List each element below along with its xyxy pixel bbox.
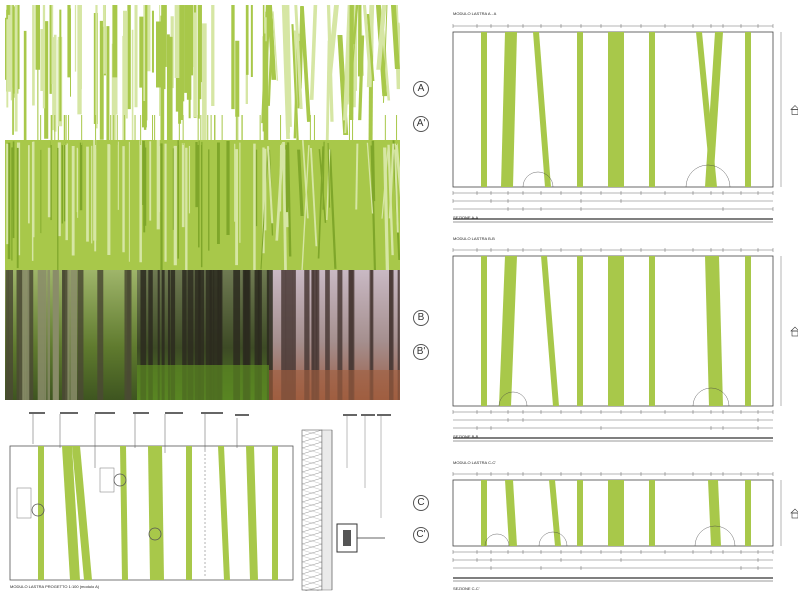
section-marker-b-prime: B' [413, 344, 429, 360]
panel-cc-drawing [452, 472, 798, 582]
panel-bb-title: MODULO LASTRA B-B [453, 236, 495, 241]
panel-aa-title: MODULO LASTRA A - A [453, 11, 497, 16]
panel-aa-section-title: SEZIONE A-A [453, 215, 479, 220]
section-marker-a: A [413, 81, 429, 97]
wall-section-detail [301, 414, 391, 591]
panel-cc-title: MODULO LASTRA C-C' [453, 460, 496, 465]
stripe-pattern-graphic [5, 5, 400, 270]
panel-cc-section-title: SEZIONE C-C' [453, 586, 480, 591]
forest-photo-strip [5, 270, 400, 400]
panel-aa-drawing [452, 24, 798, 223]
bottom-drawing-caption: MODULO LASTRA PROGETTO 1:100 (modulo A) [10, 584, 100, 589]
bottom-elevation-drawing [9, 412, 391, 591]
section-marker-b: B [413, 310, 429, 326]
panel-bb-drawing [452, 248, 798, 442]
panel-bb-section-title: SEZIONE B-B [453, 434, 479, 439]
section-marker-c-prime: C' [413, 527, 429, 543]
section-marker-c: C [413, 495, 429, 511]
section-marker-a-prime: A' [413, 116, 429, 132]
